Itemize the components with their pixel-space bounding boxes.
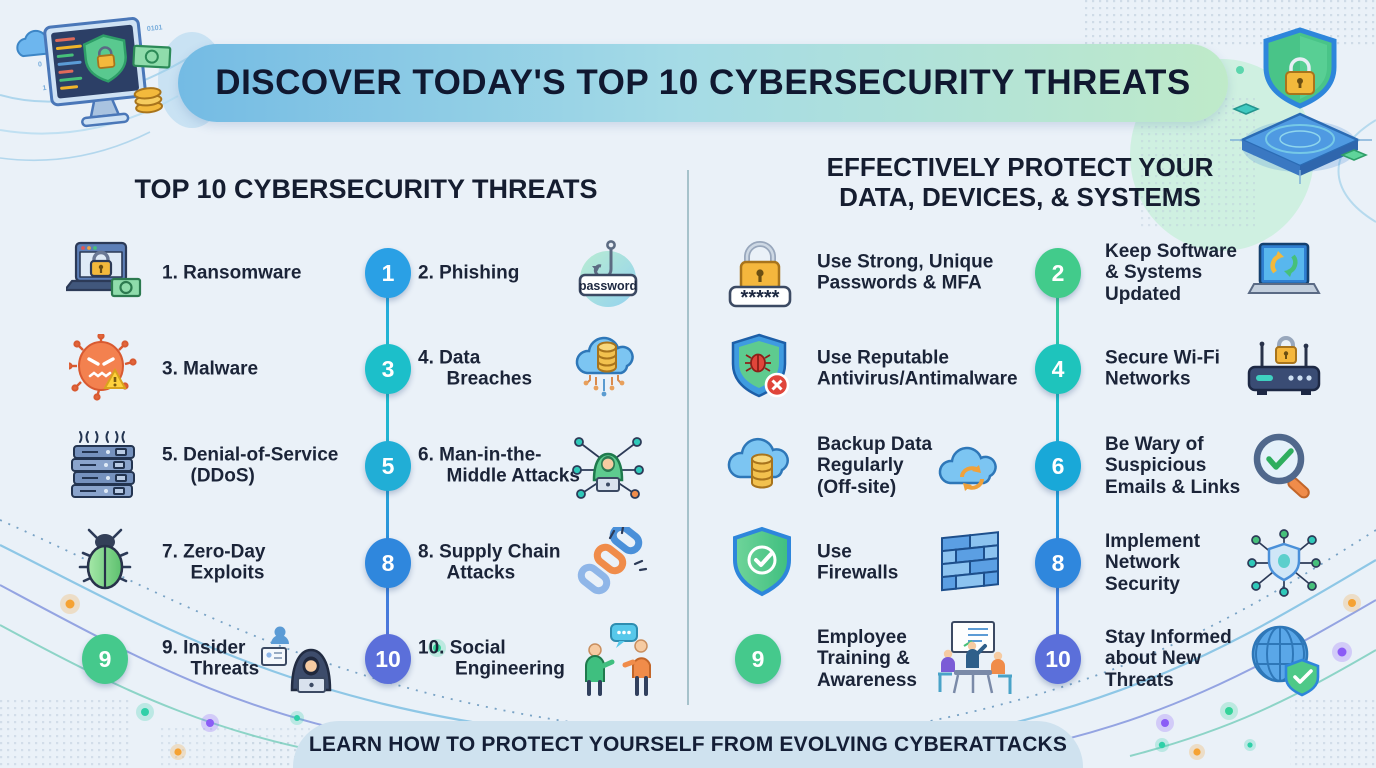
brick-wall-icon bbox=[941, 531, 999, 592]
threat-label-7: 7. Zero-Day Exploits bbox=[162, 541, 266, 584]
data-breach-cloud-database-icon bbox=[575, 336, 634, 397]
threat-label-2: 2. Phishing bbox=[418, 262, 520, 284]
social-engineering-people-icon bbox=[585, 623, 651, 696]
protection-label-7: Use Firewalls bbox=[817, 541, 899, 584]
badge-9-right: 9 bbox=[735, 634, 781, 684]
threat-row-3-4: 3. Malware 3 4. Data Breaches bbox=[50, 321, 670, 417]
protection-label-10: Stay Informed about New Threats bbox=[1105, 626, 1232, 691]
protection-row-1-2: ***** Use Strong, Unique Passwords & MFA… bbox=[705, 225, 1353, 321]
password-mask-text: ***** bbox=[741, 287, 780, 309]
threat-row-5-6: 5. Denial-of-Service (DDoS) 5 6. Man-in-… bbox=[50, 418, 670, 514]
network-security-shield-icon bbox=[1247, 529, 1321, 597]
zero-day-bug-icon bbox=[78, 528, 132, 590]
software-update-laptop-icon bbox=[1247, 242, 1321, 294]
shield-platform-illustration bbox=[1230, 27, 1372, 184]
threat-row-1-2: 1. Ransomware 1 2. Phishing password bbox=[50, 225, 670, 321]
threat-label-9: 9. Insider Threats bbox=[162, 637, 260, 680]
threat-label-1: 1. Ransomware bbox=[162, 262, 302, 284]
protection-label-8: Implement Network Security bbox=[1105, 530, 1201, 595]
footer-text: LEARN HOW TO PROTECT YOURSELF FROM EVOLV… bbox=[308, 732, 1068, 756]
badge-3: 3 bbox=[365, 344, 411, 394]
protections-heading-line1: EFFECTIVELY PROTECT YOUR bbox=[826, 152, 1214, 182]
footer-banner: LEARN HOW TO PROTECT YOURSELF FROM EVOLV… bbox=[293, 721, 1083, 768]
magnifier-check-icon bbox=[1253, 433, 1310, 499]
badge-8-left: 8 bbox=[365, 538, 411, 588]
employee-training-icon bbox=[938, 621, 1012, 694]
title-banner: DISCOVER TODAY'S TOP 10 CYBERSECURITY TH… bbox=[178, 44, 1228, 122]
malware-virus-icon bbox=[69, 334, 137, 401]
protection-row-5-6: Backup Data Regularly (Off-site) 6 Be Wa… bbox=[705, 418, 1353, 514]
wifi-router-lock-icon bbox=[1247, 336, 1321, 395]
protections-heading: EFFECTIVELY PROTECT YOUR DATA, DEVICES, … bbox=[725, 152, 1315, 212]
page-title: DISCOVER TODAY'S TOP 10 CYBERSECURITY TH… bbox=[215, 63, 1191, 102]
globe-shield-icon bbox=[1251, 625, 1320, 697]
threat-label-8: 8. Supply Chain Attacks bbox=[418, 541, 561, 584]
ransomware-laptop-lock-icon bbox=[66, 241, 142, 298]
threat-label-4: 4. Data Breaches bbox=[418, 347, 533, 390]
svg-text:0101: 0101 bbox=[147, 24, 163, 33]
phishing-hook-icon: password bbox=[578, 240, 638, 307]
badge-2-right: 2 bbox=[1035, 248, 1081, 298]
mitm-hacker-network-icon bbox=[572, 437, 644, 499]
protection-label-4: Secure Wi-Fi Networks bbox=[1105, 347, 1220, 390]
phishing-password-text: password bbox=[579, 279, 637, 293]
protections-heading-line2: DATA, DEVICES, & SYSTEMS bbox=[839, 182, 1201, 213]
backup-cloud-database-icon bbox=[727, 437, 789, 489]
protection-row-3-4: Use Reputable Antivirus/Antimalware 4 Se… bbox=[705, 321, 1353, 417]
protection-label-9: Employee Training & Awareness bbox=[817, 626, 917, 691]
threats-heading: TOP 10 CYBERSECURITY THREATS bbox=[134, 174, 598, 204]
threat-label-5: 5. Denial-of-Service (DDoS) bbox=[162, 444, 339, 487]
protection-label-6: Be Wary of Suspicious Emails & Links bbox=[1105, 433, 1241, 498]
badge-9-left: 9 bbox=[82, 634, 128, 684]
protection-row-7-8: Use Firewalls 8 Implement Network Securi… bbox=[705, 515, 1353, 611]
badge-1: 1 bbox=[365, 248, 411, 298]
firewall-shield-check-icon bbox=[733, 526, 791, 597]
protection-label-3: Use Reputable Antivirus/Antimalware bbox=[817, 347, 1018, 390]
badge-8-right: 8 bbox=[1035, 538, 1081, 588]
protection-label-2: Keep Software & Systems Updated bbox=[1105, 240, 1237, 305]
badge-6-right: 6 bbox=[1035, 441, 1081, 491]
protection-label-5: Backup Data Regularly (Off-site) bbox=[817, 433, 933, 498]
badge-5: 5 bbox=[365, 441, 411, 491]
threat-row-7-8: 7. Zero-Day Exploits 8 8. Supply Chain A… bbox=[50, 515, 670, 611]
threat-label-10: 10. Social Engineering bbox=[418, 637, 565, 680]
antivirus-shield-icon bbox=[731, 333, 790, 398]
badge-10-left: 10 bbox=[365, 634, 411, 684]
insider-threat-hacker-icon bbox=[261, 626, 332, 693]
threat-row-9-10: 9 9. Insider Threats 10 10. Social Engin… bbox=[50, 611, 670, 707]
badge-10-right: 10 bbox=[1035, 634, 1081, 684]
column-divider bbox=[687, 170, 689, 705]
protection-label-1: Use Strong, Unique Passwords & MFA bbox=[817, 251, 994, 294]
threat-label-3: 3. Malware bbox=[162, 358, 259, 380]
ddos-server-stack-icon bbox=[71, 431, 135, 498]
svg-text:0: 0 bbox=[38, 61, 43, 68]
supply-chain-links-icon bbox=[577, 527, 648, 595]
cloud-sync-icon bbox=[938, 446, 997, 491]
protection-row-9-10: 9 Employee Training & Awareness 10 Stay … bbox=[705, 611, 1353, 707]
strong-password-lock-icon: ***** bbox=[728, 241, 792, 309]
badge-4-right: 4 bbox=[1035, 344, 1081, 394]
svg-text:1: 1 bbox=[42, 85, 47, 92]
threat-label-6: 6. Man-in-the-Middle Attacks bbox=[418, 444, 580, 487]
